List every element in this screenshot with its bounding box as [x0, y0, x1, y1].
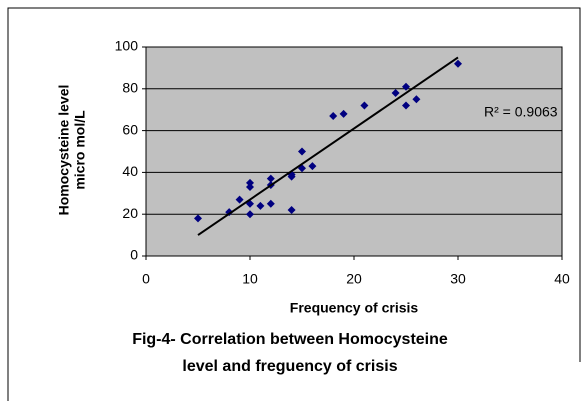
- point: [194, 214, 202, 223]
- point: [246, 210, 254, 219]
- point: [360, 101, 369, 110]
- caption: Fig-4- Correlation between Homocysteine: [132, 331, 448, 348]
- point: [339, 109, 348, 118]
- y-axis-label-line: Homocysteine level: [56, 85, 72, 216]
- point: [402, 101, 410, 110]
- frame: [7, 7, 581, 401]
- y-tick-label: 0: [130, 247, 138, 263]
- plot-area: [145, 46, 563, 257]
- x-tick-label: 30: [450, 271, 466, 287]
- y-axis-label: Homocysteine level micro mol/L: [56, 85, 88, 216]
- y-tick-label: 80: [122, 80, 138, 96]
- x-tick-label: 10: [242, 271, 258, 287]
- point: [308, 162, 317, 171]
- point: [266, 174, 275, 183]
- y-tick-label: 40: [122, 163, 138, 179]
- trendline: [197, 56, 459, 236]
- point: [329, 111, 338, 120]
- point: [256, 201, 265, 210]
- annotation: R² = 0.9063: [484, 104, 558, 120]
- x-axis-label: Frequency of crisis: [290, 300, 419, 316]
- point: [287, 206, 296, 215]
- point: [412, 95, 421, 104]
- point: [454, 59, 462, 68]
- point: [298, 147, 306, 156]
- y-tick-label: 100: [115, 38, 139, 54]
- x-tick-label: 20: [346, 271, 362, 287]
- x-tick-label: 0: [142, 271, 150, 287]
- caption: level and freguency of crisis: [182, 358, 397, 375]
- y-axis-label-line: micro mol/L: [72, 110, 88, 190]
- point: [402, 82, 410, 91]
- y-tick-label: 20: [122, 205, 138, 221]
- point: [391, 88, 400, 97]
- point: [246, 183, 254, 192]
- y-tick-label: 60: [122, 121, 138, 137]
- x-tick-label: 40: [554, 271, 570, 287]
- point: [266, 199, 275, 208]
- point: [246, 178, 254, 187]
- point: [235, 195, 244, 204]
